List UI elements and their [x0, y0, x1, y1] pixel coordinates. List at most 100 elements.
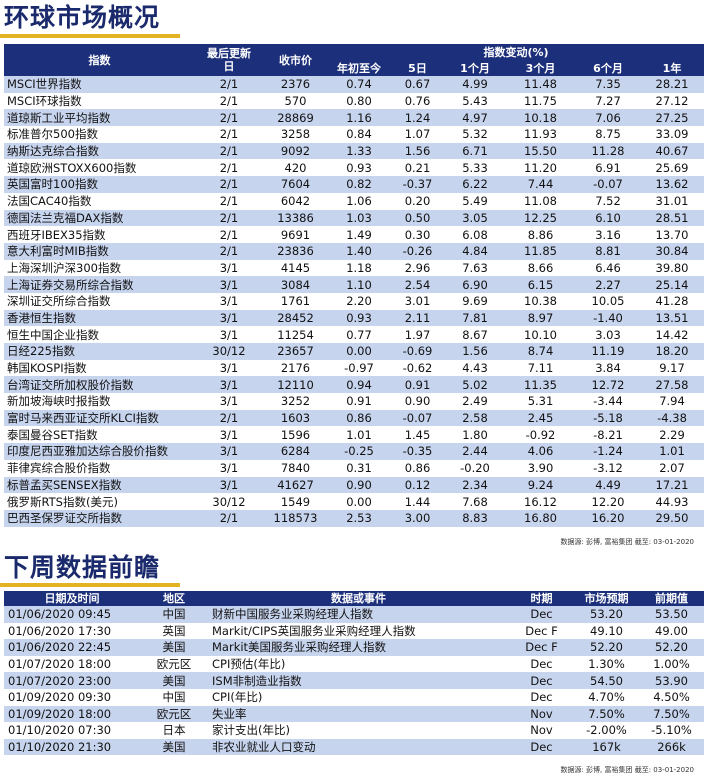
change-1y: 27.58 — [640, 376, 705, 394]
change-ytd: 1.10 — [328, 276, 390, 293]
header-datetime: 日期及时间 — [4, 591, 140, 606]
change-1y: 14.42 — [655, 327, 689, 342]
change-ytd: 1.33 — [328, 142, 390, 160]
change-1m: 9.69 — [462, 294, 488, 309]
table-row: 道琼欧洲STOXX600指数 2/1 420 0.93 0.21 5.33 11.20 6.9… — [4, 159, 704, 176]
events-source-note: 数据源: 彭博, 富裕集团 截至: 03-01-2020 — [560, 766, 694, 774]
index-name: 巴西圣保罗证交所指数 — [4, 509, 195, 527]
close-price: 9092 — [263, 142, 328, 160]
index-name: MSCI世界指数 — [4, 76, 195, 93]
event-forecast: 52.20 — [574, 639, 639, 656]
last-update: 3/1 — [219, 394, 239, 409]
change-5d: 0.30 — [404, 227, 431, 242]
change-5d: 0.91 — [390, 376, 445, 394]
event-previous: 4.50% — [653, 690, 690, 705]
table-row: 上海证券交易所综合指数 3/1 3084 1.10 2.54 6.90 6.15 2.27 25… — [4, 276, 705, 293]
change-ytd: 0.94 — [328, 376, 390, 394]
table-row: 俄罗斯RTS指数(美元) 30/12 1549 0.00 1.44 7.68 16.12 12… — [4, 493, 704, 510]
event-forecast: 1.30% — [588, 657, 625, 672]
change-5d: 0.12 — [390, 476, 445, 494]
last-update: 3/1 — [219, 461, 239, 476]
table-row: 新加坡海峡时报指数 3/1 3252 0.91 0.90 2.49 5.31 -3.44 7.9… — [4, 393, 704, 410]
header-1y: 1年 — [640, 60, 705, 76]
change-1m: 5.32 — [462, 127, 488, 142]
index-name: 标准普尔500指数 — [7, 127, 98, 142]
last-update: 2/1 — [195, 509, 263, 527]
change-ytd: 0.91 — [346, 394, 372, 409]
event-period: Nov — [509, 705, 574, 723]
event-datetime: 01/10/2020 07:30 — [8, 723, 112, 738]
change-3m: 11.93 — [524, 127, 557, 142]
index-name: 法国CAC40指数 — [7, 194, 92, 209]
index-name: 纳斯达克综合指数 — [4, 142, 195, 160]
market-table-body: MSCI世界指数 2/1 2376 0.74 0.67 4.99 11.48 7.35 28.2… — [4, 76, 705, 527]
header-region: 地区 — [140, 591, 208, 606]
event-name: 财新中国服务业采购经理人指数 — [208, 606, 509, 623]
change-1m: 5.49 — [462, 194, 488, 209]
change-6m: 7.35 — [576, 76, 640, 93]
change-5d: 0.86 — [404, 461, 431, 476]
close-price: 9691 — [280, 227, 311, 242]
events-section-title: 下周数据前瞻 — [4, 553, 161, 582]
header-6m: 6个月 — [576, 60, 640, 76]
last-update: 2/1 — [195, 109, 263, 127]
change-6m: 11.19 — [576, 343, 640, 360]
change-ytd: 0.82 — [328, 176, 390, 193]
index-name: 韩国KOSPI指数 — [7, 361, 87, 376]
event-period: Dec — [509, 672, 574, 689]
index-name: 恒生中国企业指数 — [7, 327, 99, 342]
index-name: 德国法兰克福DAX指数 — [4, 209, 195, 227]
change-1y: 17.21 — [640, 476, 705, 494]
change-1m: 7.68 — [462, 494, 488, 509]
table-row: MSCI环球指数 2/1 570 0.80 0.76 5.43 11.75 7.27 27.12 — [4, 93, 704, 110]
change-ytd: 0.80 — [346, 94, 372, 109]
close-price: 7604 — [263, 176, 328, 193]
close-price: 2176 — [280, 361, 311, 376]
last-update: 2/1 — [195, 409, 263, 427]
event-datetime: 01/07/2020 23:00 — [4, 672, 140, 689]
close-price: 1603 — [263, 409, 328, 427]
change-3m: 6.15 — [505, 276, 576, 293]
index-name: 菲律宾综合股价指数 — [7, 461, 111, 476]
change-6m: 7.52 — [595, 194, 621, 209]
change-5d: 0.67 — [390, 76, 445, 93]
change-1m: 1.56 — [445, 343, 505, 360]
change-6m: 6.46 — [595, 260, 621, 275]
change-5d: 1.97 — [404, 327, 431, 342]
table-row: 标准普尔500指数 2/1 3258 0.84 1.07 5.32 11.93 8.75 33.… — [4, 126, 704, 143]
change-3m: 11.08 — [524, 194, 557, 209]
table-row: 01/09/2020 09:30 中国 CPI(年比) Dec 4.70% 4.50% — [4, 689, 704, 706]
change-ytd: 0.84 — [346, 127, 372, 142]
close-price: 3252 — [280, 394, 311, 409]
change-1y: 28.21 — [640, 76, 705, 93]
table-row: 标普孟买SENSEX指数 3/1 41627 0.90 0.12 2.34 9.24 4.49… — [4, 476, 705, 494]
change-6m: -3.44 — [593, 394, 623, 409]
event-name: ISM非制造业指数 — [208, 672, 509, 689]
change-3m: 8.86 — [527, 227, 554, 242]
event-datetime: 01/09/2020 18:00 — [4, 705, 140, 723]
change-3m: 10.38 — [524, 294, 557, 309]
close-price: 3258 — [280, 127, 311, 142]
header-forecast: 市场预期 — [574, 591, 639, 606]
change-6m: -3.12 — [593, 461, 623, 476]
event-region: 欧元区 — [156, 657, 192, 672]
header-3m: 3个月 — [505, 60, 576, 76]
market-source-note: 数据源: 彭博, 富裕集团 截至: 03-01-2020 — [560, 538, 694, 546]
change-5d: -0.62 — [402, 361, 433, 376]
close-price: 1596 — [280, 427, 311, 442]
change-ytd: 0.31 — [346, 461, 372, 476]
change-1y: 13.51 — [640, 309, 705, 327]
change-ytd: 0.93 — [328, 309, 390, 327]
change-3m: 4.06 — [505, 443, 576, 460]
last-update: 2/1 — [195, 76, 263, 93]
change-1y: 2.29 — [659, 427, 685, 442]
table-row: 上海深圳沪深300指数 3/1 4145 1.18 2.96 7.63 8.66 6.46 39… — [4, 260, 704, 277]
change-6m: -1.40 — [576, 309, 640, 327]
change-3m: 16.12 — [524, 494, 557, 509]
last-update: 2/1 — [219, 194, 239, 209]
last-update: 2/1 — [195, 242, 263, 260]
header-price: 收市价 — [263, 44, 328, 76]
change-5d: 1.24 — [390, 109, 445, 127]
change-1m: 4.99 — [445, 76, 505, 93]
event-name: CPI预估(年比) — [212, 657, 286, 672]
